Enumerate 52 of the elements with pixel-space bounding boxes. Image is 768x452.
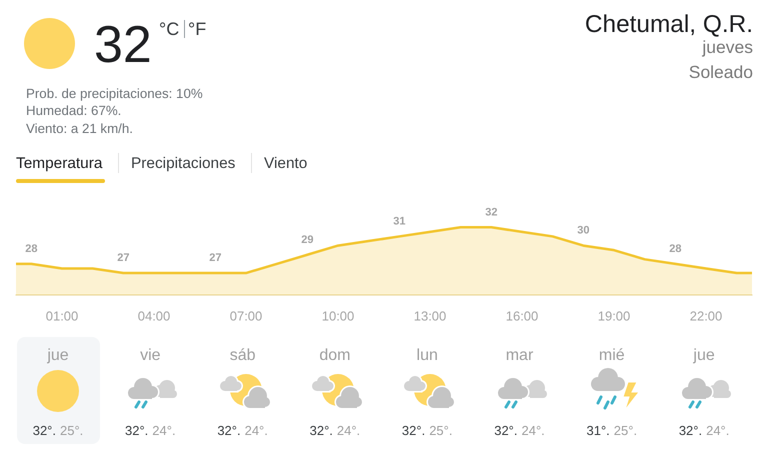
x-tick-label: 01:00 bbox=[46, 308, 78, 324]
annotation: 24°. bbox=[336, 422, 360, 438]
data-label: 27 bbox=[117, 252, 130, 264]
data-label: 28 bbox=[669, 242, 682, 255]
annotation: mié bbox=[598, 347, 625, 364]
text: °C bbox=[159, 18, 180, 38]
text: Soleado bbox=[688, 62, 753, 82]
annotation: jue bbox=[47, 347, 69, 364]
text: Viento: a 21 km/h. bbox=[26, 120, 133, 136]
annotation: lun bbox=[416, 347, 438, 364]
text: Prob. de precipitaciones: 10% bbox=[26, 86, 203, 100]
annotation: 24°. bbox=[706, 422, 730, 438]
x-tick-label: 04:00 bbox=[138, 308, 170, 324]
annotation: dom bbox=[319, 347, 350, 364]
data-label: 29 bbox=[301, 234, 314, 246]
annotation: vie bbox=[140, 347, 161, 364]
annotation: 32°. bbox=[402, 422, 426, 438]
annotation: 25°. bbox=[60, 422, 84, 438]
text: jueves bbox=[702, 36, 753, 56]
annotation: 32°. bbox=[310, 422, 333, 438]
annotation: 32°. bbox=[125, 422, 148, 438]
data-label: 28 bbox=[25, 242, 38, 255]
text: °F bbox=[188, 18, 206, 38]
data-label: 27 bbox=[209, 252, 222, 264]
annotation: 24°. bbox=[244, 422, 268, 438]
x-tick-label: 22:00 bbox=[690, 308, 722, 324]
text: Temperatura bbox=[16, 155, 102, 172]
text: Precipitaciones bbox=[131, 155, 236, 172]
data-label: 32 bbox=[485, 206, 498, 218]
annotation: 25°. bbox=[429, 422, 452, 438]
annotation: 32°. bbox=[494, 422, 518, 438]
x-tick-label: 19:00 bbox=[598, 308, 630, 324]
annotation: sáb bbox=[230, 347, 256, 364]
annotation: jue bbox=[693, 347, 715, 364]
text: 32 bbox=[94, 16, 152, 74]
annotation: mar bbox=[506, 347, 534, 364]
data-label: 30 bbox=[577, 224, 590, 237]
annotation: 31°. bbox=[586, 422, 610, 438]
text: Humedad: 67%. bbox=[26, 103, 122, 118]
annotation: 24°. bbox=[522, 422, 545, 438]
x-tick-label: 13:00 bbox=[414, 308, 446, 324]
text: Viento bbox=[264, 155, 308, 172]
text: Chetumal, Q.R. bbox=[584, 10, 753, 38]
annotation: 32°. bbox=[32, 422, 56, 438]
annotation: 32°. bbox=[678, 422, 702, 438]
annotation: 32°. bbox=[217, 422, 241, 438]
x-tick-label: 10:00 bbox=[322, 308, 354, 324]
x-tick-label: 07:00 bbox=[230, 308, 262, 324]
annotation: 24°. bbox=[152, 422, 176, 438]
x-tick-label: 16:00 bbox=[506, 308, 538, 324]
data-label: 31 bbox=[393, 215, 406, 228]
annotation: 25°. bbox=[614, 422, 638, 438]
